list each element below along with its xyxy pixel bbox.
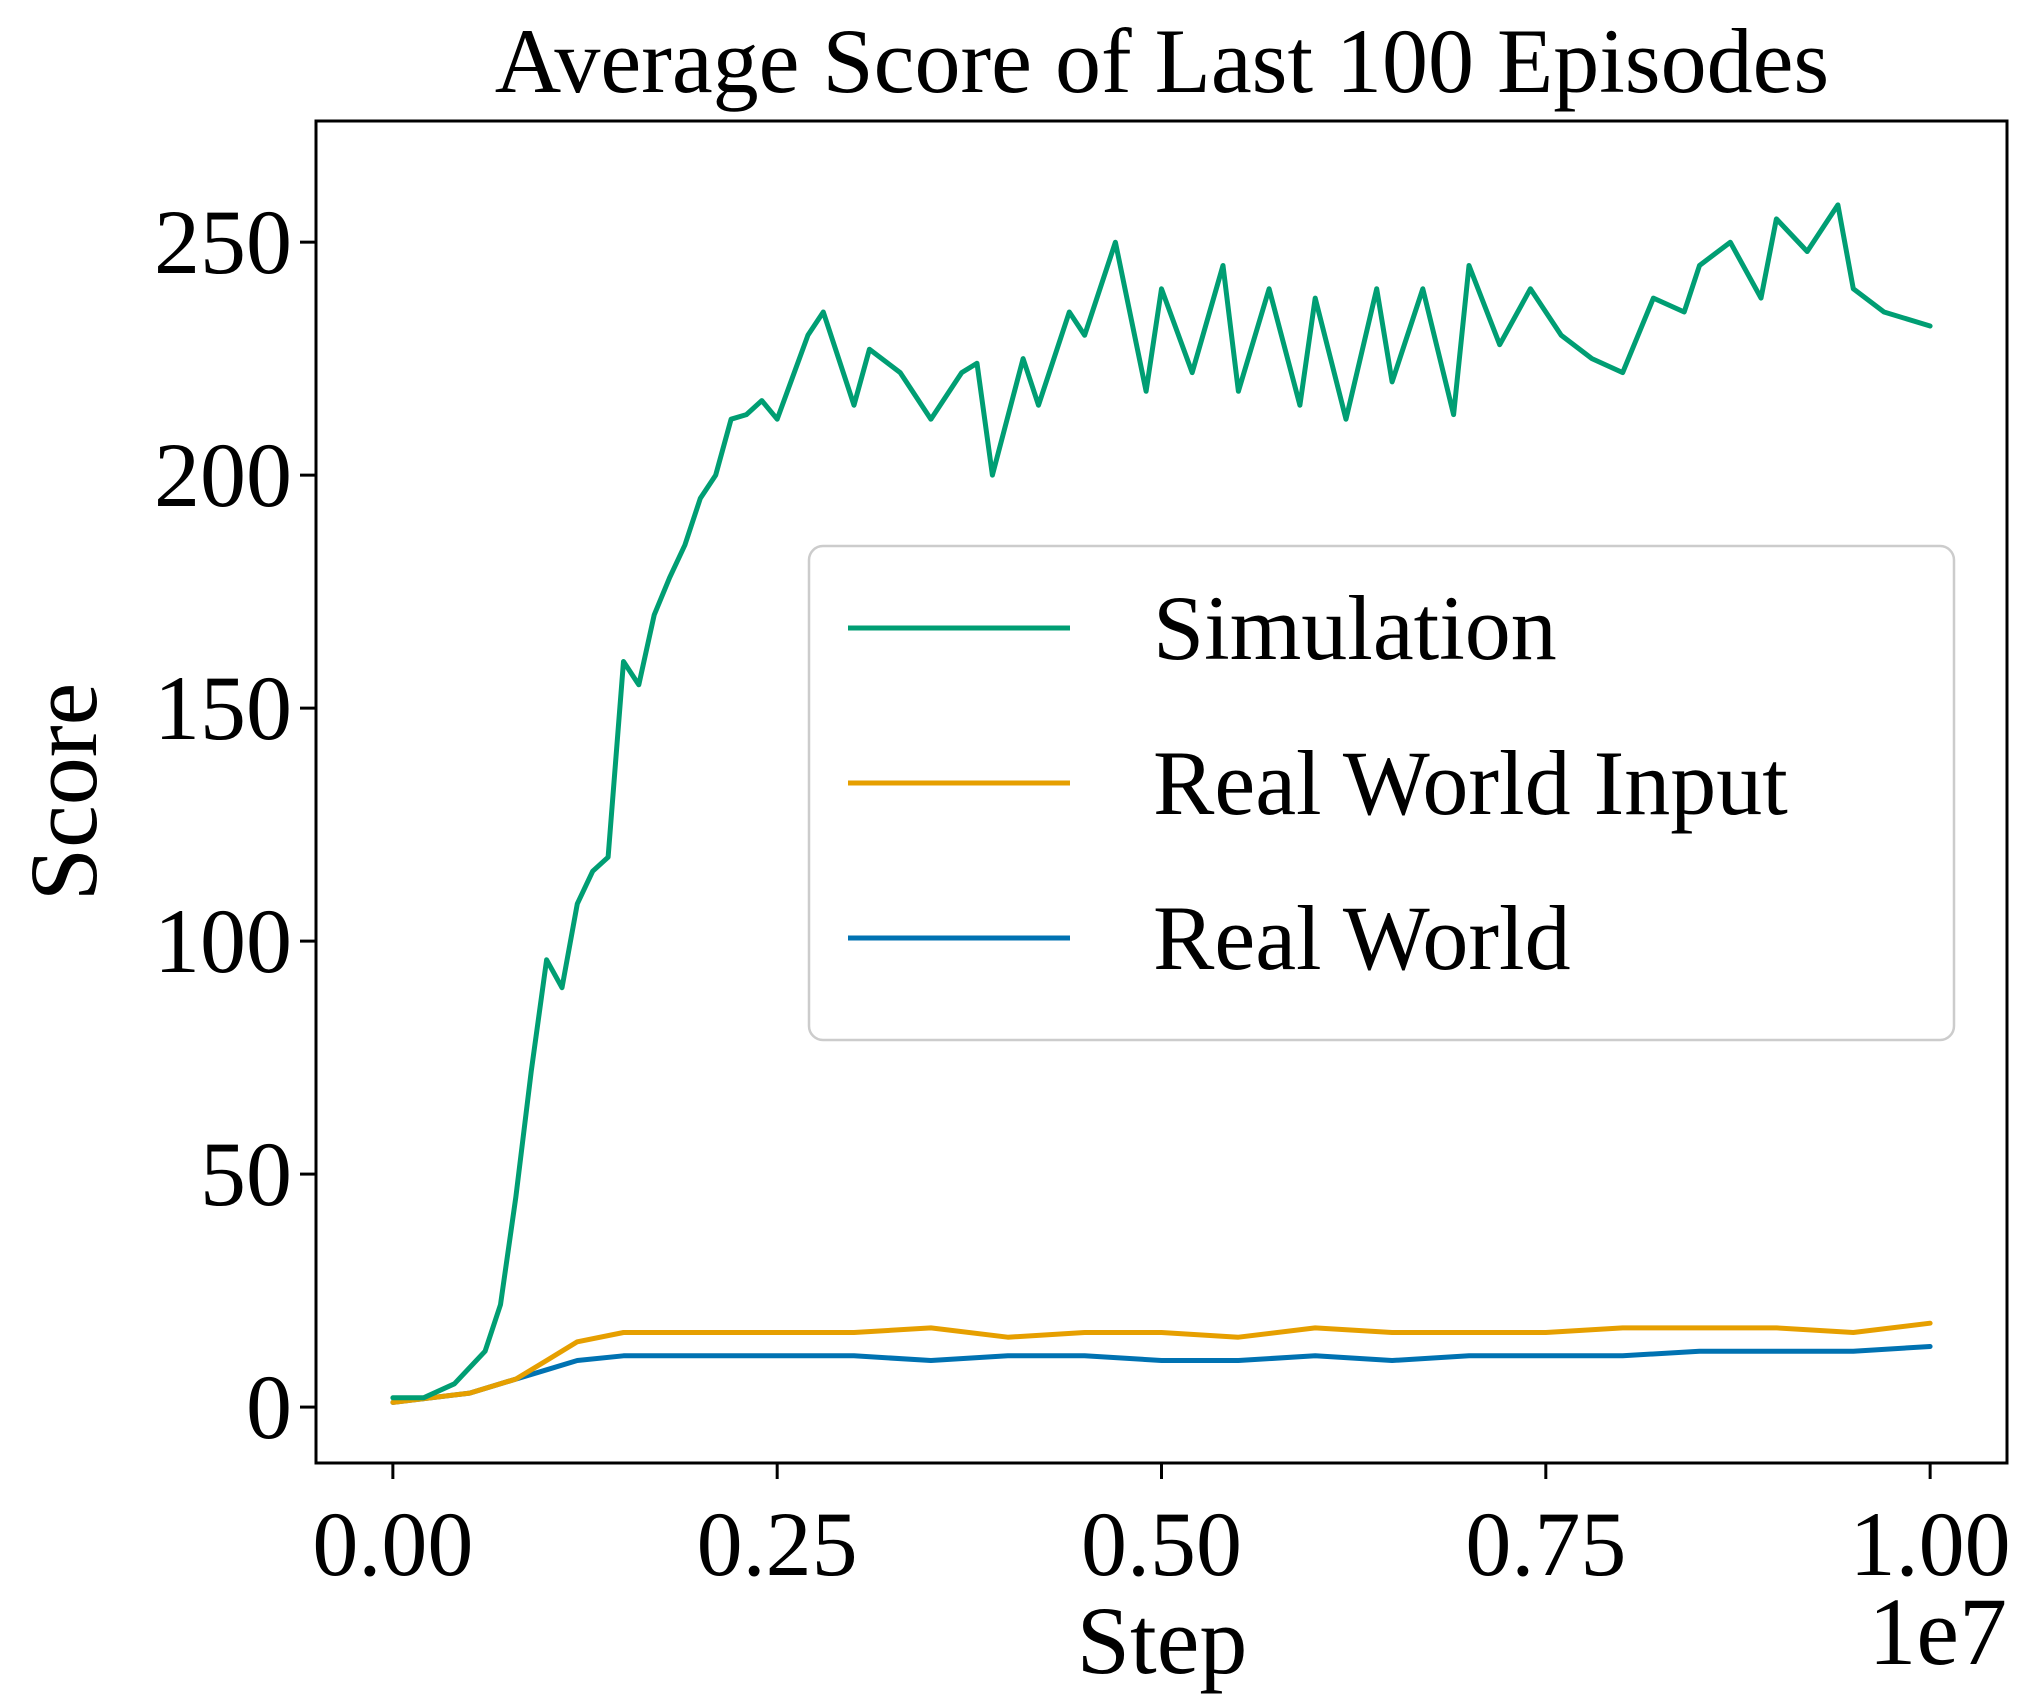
y-axis-ticks: 0 50 100 150 200 250 <box>154 191 316 1458</box>
y-tick-label: 200 <box>154 424 292 526</box>
y-axis-label: Score <box>10 683 117 902</box>
plot-frame <box>314 119 2009 1465</box>
x-axis-offset-label: 1e7 <box>1868 1578 2007 1685</box>
y-tick-label: 250 <box>154 191 292 293</box>
legend-box <box>807 544 1956 1042</box>
y-tick-label: 50 <box>200 1123 292 1225</box>
x-tick-label: 0.75 <box>1465 1493 1626 1595</box>
chart-title: Average Score of Last 100 Episodes <box>495 10 1829 112</box>
x-tick-label: 0.00 <box>312 1493 473 1595</box>
x-tick-label: 0.50 <box>1081 1493 1242 1595</box>
series-lines <box>390 202 1933 1405</box>
legend: Simulation Real World Input Real World <box>807 544 1956 1042</box>
series-line-real-world-input <box>390 1320 1933 1405</box>
y-tick-label: 100 <box>154 890 292 992</box>
legend-label: Real World <box>1153 887 1571 989</box>
x-axis-ticks: 0.00 0.25 0.50 0.75 1.00 <box>312 1463 2011 1595</box>
x-tick-label: 1.00 <box>1850 1493 2011 1595</box>
y-tick-label: 150 <box>154 657 292 759</box>
x-tick-label: 0.25 <box>697 1493 858 1595</box>
legend-label: Real World Input <box>1153 732 1788 834</box>
y-tick-label: 0 <box>246 1356 292 1458</box>
x-axis-label: Step <box>1077 1587 1248 1694</box>
series-line-real-world <box>390 1344 1933 1405</box>
series-line-simulation <box>390 202 1933 1401</box>
legend-label: Simulation <box>1153 577 1557 679</box>
